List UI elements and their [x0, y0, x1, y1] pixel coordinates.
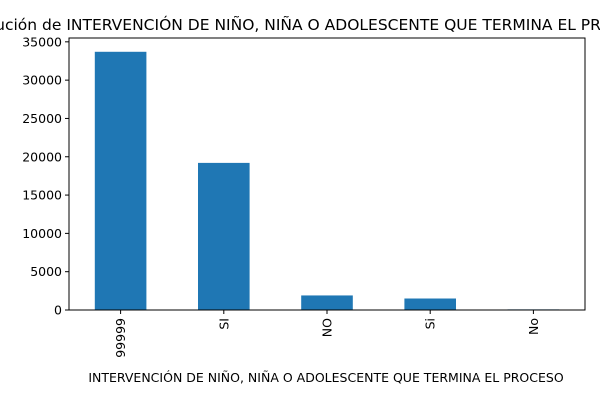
y-tick-label: 35000	[22, 34, 62, 49]
y-tick-label: 25000	[22, 111, 62, 126]
plot-frame	[68, 37, 586, 311]
x-axis-label: INTERVENCIÓN DE NIÑO, NIÑA O ADOLESCENTE…	[88, 370, 564, 385]
y-tick-label: 5000	[30, 264, 62, 279]
y-tick-label: 15000	[22, 188, 62, 203]
x-tick-label: Si	[423, 318, 438, 329]
x-tick-label: No	[526, 318, 541, 335]
x-tick-label: NO	[320, 318, 335, 337]
chart-title: Distribución de INTERVENCIÓN DE NIÑO, NI…	[0, 15, 600, 34]
y-axis: 0 5000 10000 15000 20000 25000 30000 35000	[22, 34, 69, 318]
y-tick-label: 20000	[22, 149, 62, 164]
bar-99999	[94, 51, 147, 310]
y-tick-label: 0	[54, 303, 62, 318]
y-tick-label: 10000	[22, 226, 62, 241]
x-axis: 99999 SI NO Si No	[113, 310, 541, 358]
x-tick-label: SI	[216, 318, 231, 330]
bar-si	[404, 298, 456, 310]
x-tick-label: 99999	[113, 318, 128, 358]
y-tick-label: 30000	[22, 73, 62, 88]
bar-no	[301, 295, 353, 310]
bar-si	[198, 162, 250, 310]
bars	[94, 51, 560, 311]
